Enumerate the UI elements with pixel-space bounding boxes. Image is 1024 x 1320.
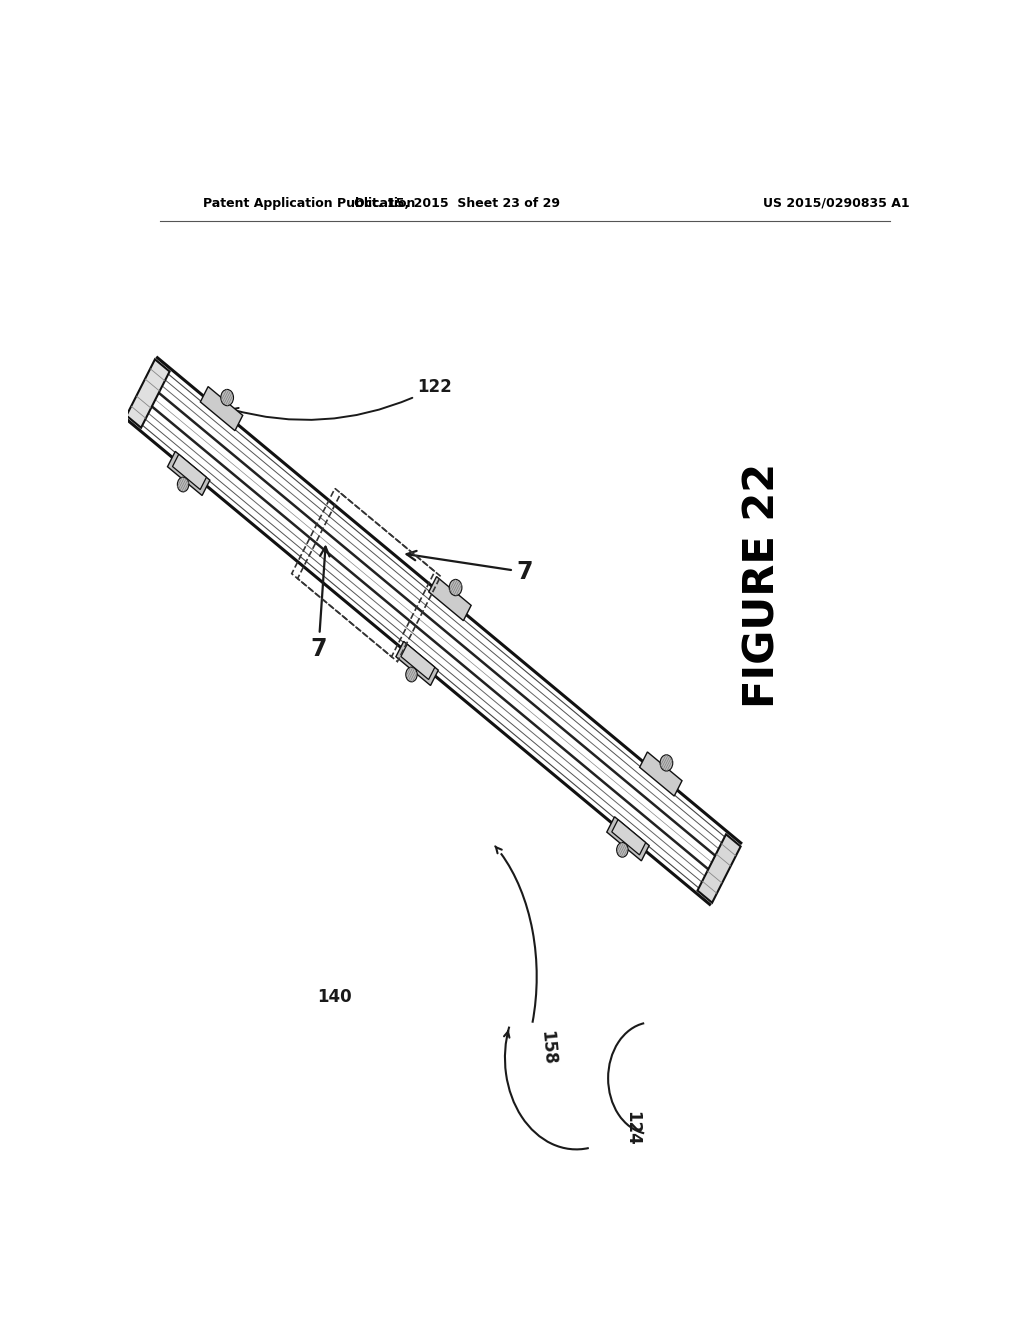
Text: 140: 140 — [317, 987, 351, 1006]
Text: 158: 158 — [537, 1030, 558, 1065]
Text: Patent Application Publication: Patent Application Publication — [204, 197, 416, 210]
Polygon shape — [607, 817, 649, 861]
Polygon shape — [172, 454, 207, 490]
Circle shape — [406, 667, 417, 682]
Polygon shape — [201, 387, 243, 430]
Polygon shape — [126, 359, 170, 428]
Text: 7: 7 — [407, 550, 534, 583]
Text: 7: 7 — [310, 546, 330, 661]
Polygon shape — [640, 752, 682, 796]
Text: 124: 124 — [623, 1110, 641, 1146]
Polygon shape — [396, 642, 438, 685]
Circle shape — [177, 478, 188, 492]
Circle shape — [616, 842, 628, 857]
Circle shape — [660, 755, 673, 771]
Polygon shape — [168, 451, 210, 495]
Polygon shape — [611, 820, 646, 855]
Text: Oct. 15, 2015  Sheet 23 of 29: Oct. 15, 2015 Sheet 23 of 29 — [354, 197, 560, 210]
Polygon shape — [697, 834, 740, 903]
Circle shape — [450, 579, 462, 595]
Text: FIGURE 22: FIGURE 22 — [741, 463, 784, 708]
Polygon shape — [401, 644, 435, 680]
Circle shape — [221, 389, 233, 405]
Text: 122: 122 — [231, 378, 453, 420]
Polygon shape — [429, 577, 471, 620]
Text: US 2015/0290835 A1: US 2015/0290835 A1 — [763, 197, 909, 210]
